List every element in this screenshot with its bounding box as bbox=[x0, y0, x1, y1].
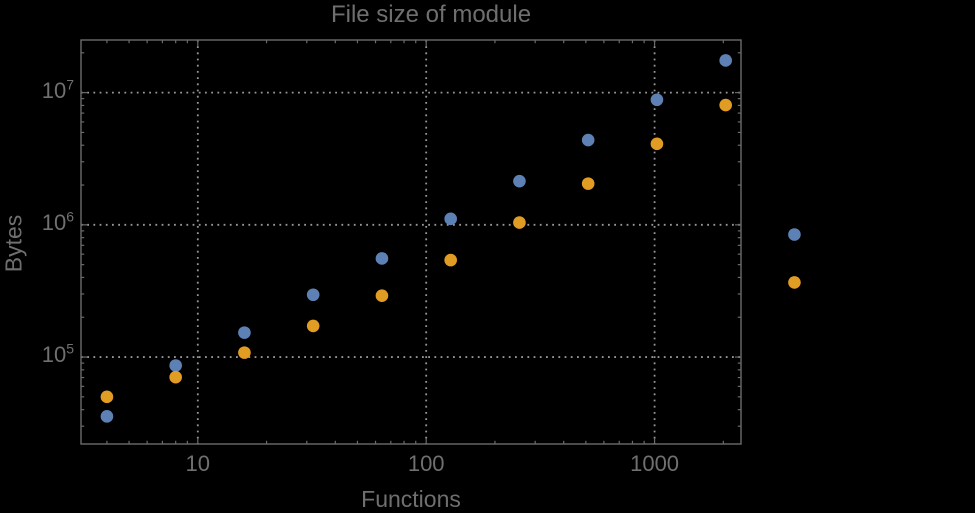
data-point-series-blue-x128 bbox=[444, 212, 457, 226]
data-point-series-blue-x1024 bbox=[650, 93, 664, 107]
data-point-series-orange-x256 bbox=[513, 216, 526, 229]
chart-title: File size of module bbox=[330, 1, 532, 28]
data-point-series-orange-x32 bbox=[306, 319, 320, 333]
data-point-series-orange-x16 bbox=[238, 346, 251, 359]
data-point-series-orange-x512 bbox=[581, 177, 595, 190]
data-point-series-orange-x4096 bbox=[788, 276, 801, 289]
data-point-series-orange-x8 bbox=[169, 370, 182, 384]
y-tick-label-10e7: 107 bbox=[41, 76, 74, 103]
x-tick-label-100: 100 bbox=[407, 451, 445, 476]
data-point-series-blue-x2048 bbox=[719, 54, 732, 67]
x-tick-label-1000: 1000 bbox=[630, 451, 680, 476]
y-tick-label-10e6: 106 bbox=[41, 208, 74, 235]
data-point-series-blue-x64 bbox=[375, 252, 389, 265]
data-point-series-orange-x4 bbox=[100, 390, 114, 404]
data-point-series-blue-x256 bbox=[513, 174, 526, 188]
data-point-series-orange-x64 bbox=[375, 289, 389, 303]
plot-frame bbox=[80, 39, 742, 445]
x-tick-label-10: 10 bbox=[185, 451, 211, 476]
data-point-series-blue-x32 bbox=[306, 288, 320, 302]
data-point-series-blue-x4 bbox=[100, 410, 114, 423]
data-point-series-blue-x8 bbox=[169, 359, 182, 372]
data-point-series-orange-x128 bbox=[444, 253, 457, 267]
x-axis-label: Functions bbox=[361, 486, 461, 512]
y-tick-label-10e5: 105 bbox=[41, 340, 74, 368]
data-point-series-blue-x4096 bbox=[788, 228, 801, 241]
data-point-series-blue-x512 bbox=[581, 133, 595, 147]
data-point-series-blue-x16 bbox=[238, 326, 251, 339]
data-point-series-orange-x2048 bbox=[719, 98, 732, 112]
data-point-series-orange-x1024 bbox=[650, 137, 664, 151]
